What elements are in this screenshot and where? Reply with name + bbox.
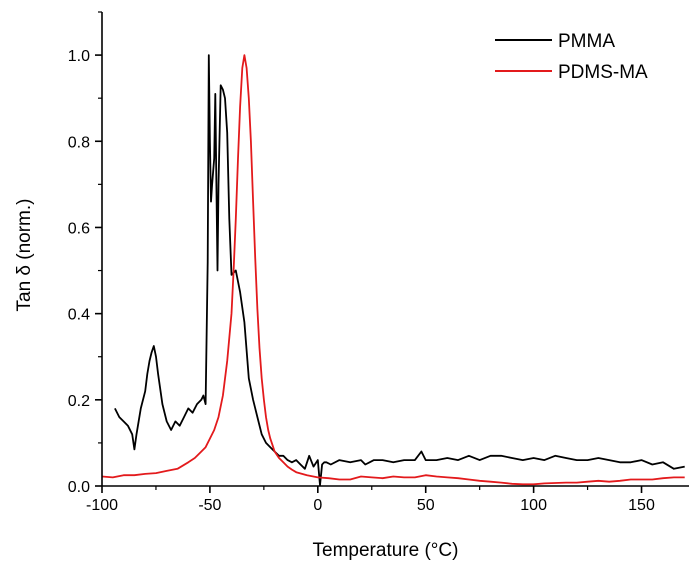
x-ticks: -100 -50 0 50 100 150: [86, 486, 655, 514]
y-tick-label: 0.2: [68, 393, 90, 410]
x-tick-label: -50: [198, 497, 221, 514]
y-ticks: 0.0 0.2 0.4 0.6 0.8 1.0: [68, 11, 102, 496]
x-tick-label: 0: [313, 497, 322, 514]
legend-label-pdms-ma: PDMS-MA: [558, 62, 648, 83]
axes: -100 -50 0 50 100 150 0.0 0.2 0.4 0.6 0.8 1.0: [68, 11, 689, 514]
legend-label-pmma: PMMA: [558, 31, 615, 52]
x-axis-label: Temperature (°C): [313, 540, 459, 561]
y-tick-label: 0.6: [68, 220, 90, 237]
y-tick-label: 0.4: [68, 307, 90, 324]
series-line-pdms-ma: [101, 54, 685, 486]
x-tick-label: 150: [628, 497, 655, 514]
x-tick-label: 50: [417, 497, 435, 514]
y-tick-label: 0.0: [68, 479, 90, 496]
series-line-pmma: [114, 54, 685, 486]
y-axis-label: Tan δ (norm.): [14, 199, 35, 312]
legend: PMMA PDMS-MA: [495, 31, 648, 83]
series-lines: [101, 54, 685, 486]
y-tick-label: 0.8: [68, 134, 90, 151]
x-tick-label: 100: [520, 497, 547, 514]
y-tick-label: 1.0: [68, 48, 90, 65]
x-tick-label: -100: [86, 497, 118, 514]
